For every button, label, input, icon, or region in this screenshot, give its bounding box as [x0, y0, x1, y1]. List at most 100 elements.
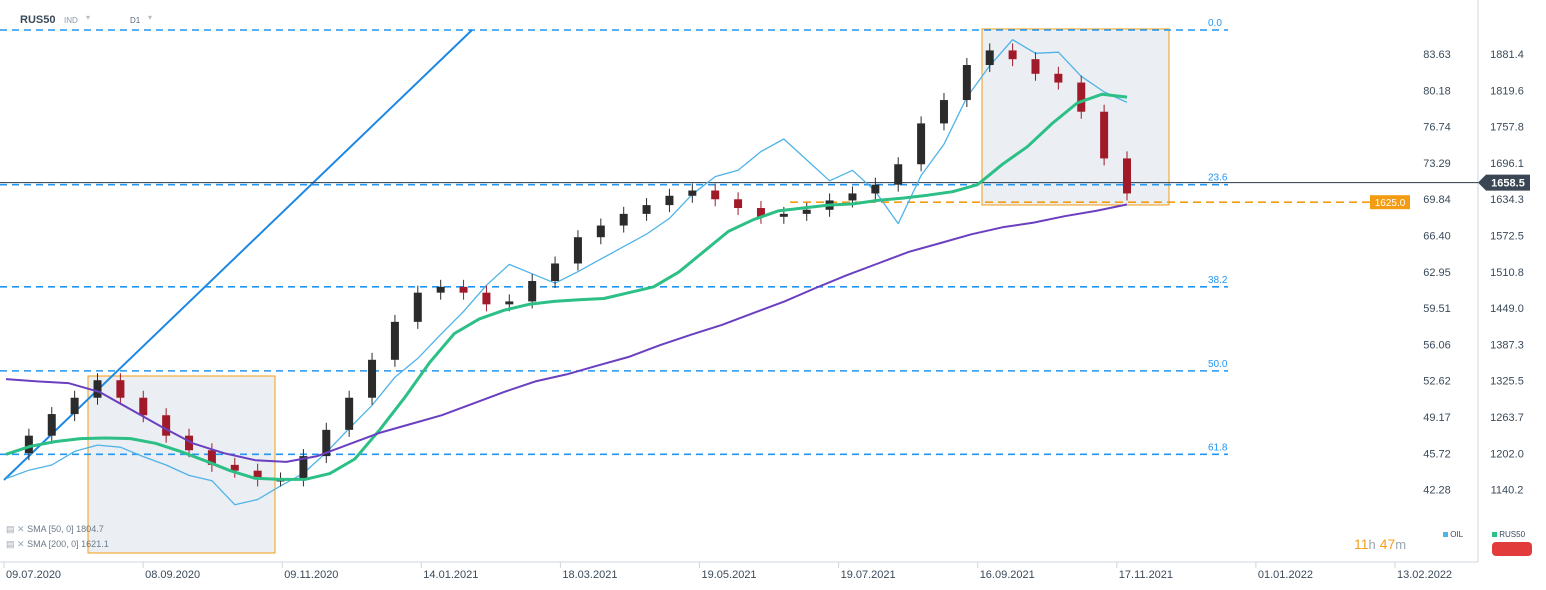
- candle-countdown: 11h 47m: [1354, 536, 1407, 552]
- candle: [802, 209, 811, 214]
- candle: [505, 301, 514, 305]
- candle: [917, 123, 926, 165]
- candle: [390, 321, 399, 360]
- support-price-box: [1370, 195, 1410, 210]
- fib-level-label: 0.0: [1208, 18, 1222, 29]
- x-axis-tick: 09.11.2020: [284, 569, 338, 581]
- candle: [139, 397, 148, 416]
- sma-200-line: [5, 203, 1128, 463]
- settings-icon[interactable]: ▤: [6, 524, 15, 534]
- fib-level-label: 50.0: [1208, 359, 1228, 370]
- left-axis-tick: 66.40: [1423, 231, 1451, 243]
- candle: [528, 280, 537, 302]
- left-axis-tick: 69.84: [1423, 194, 1451, 206]
- current-price-label: 1658.5: [1491, 178, 1525, 190]
- right-axis-tick: 1572.5: [1490, 231, 1524, 243]
- timeframe-dropdown-icon[interactable]: ▾: [148, 13, 153, 22]
- left-axis-tick: 42.28: [1423, 485, 1451, 497]
- current-price-box: [1478, 174, 1530, 191]
- candle: [573, 237, 582, 264]
- right-axis-tick: 1387.3: [1490, 339, 1524, 351]
- candle: [299, 456, 308, 480]
- fib-level-label: 23.6: [1208, 173, 1228, 184]
- x-axis-tick: 14.01.2021: [423, 569, 478, 581]
- candle: [482, 292, 491, 305]
- candle: [1031, 59, 1040, 74]
- sma-200-legend[interactable]: ▤ ✕ SMA [200, 0] 1621.1: [6, 539, 109, 549]
- x-axis-tick: 19.05.2021: [702, 569, 757, 581]
- right-axis-tick: 1449.0: [1490, 303, 1524, 315]
- x-axis-tick: 08.09.2020: [145, 569, 200, 581]
- fib-level-label: 61.8: [1208, 442, 1228, 453]
- candle: [756, 208, 765, 217]
- right-axis-tick: 1696.1: [1490, 158, 1524, 170]
- candle: [894, 164, 903, 185]
- symbol-label[interactable]: RUS50: [20, 14, 56, 26]
- right-axis-tick: 1202.0: [1490, 448, 1524, 460]
- candle: [596, 225, 605, 238]
- x-axis-tick: 18.03.2021: [562, 569, 617, 581]
- left-axis-tick: 73.29: [1423, 158, 1451, 170]
- x-axis-tick: 13.02.2022: [1397, 569, 1452, 581]
- left-axis-tick: 80.18: [1423, 85, 1451, 97]
- trade-button[interactable]: [1492, 542, 1532, 556]
- highlight-box: [87, 375, 276, 554]
- candle: [162, 415, 171, 436]
- candle: [688, 190, 697, 196]
- right-axis-tick: 1140.2: [1491, 485, 1524, 497]
- candle: [368, 359, 377, 398]
- right-axis-tick: 1510.8: [1490, 267, 1524, 279]
- candle: [962, 65, 971, 101]
- candle: [185, 435, 194, 451]
- left-axis-tick: 45.72: [1423, 448, 1451, 460]
- candle: [985, 50, 994, 66]
- instrument-type: IND: [64, 16, 78, 25]
- left-axis-tick: 76.74: [1423, 122, 1451, 134]
- oil-legend-key[interactable]: OIL: [1443, 530, 1463, 539]
- sma-50-line: [5, 92, 1128, 481]
- right-axis-tick: 1881.4: [1490, 49, 1524, 61]
- candle: [413, 292, 422, 322]
- x-axis-tick: 01.01.2022: [1258, 569, 1313, 581]
- candle: [1123, 158, 1131, 194]
- candle: [1008, 50, 1017, 60]
- right-axis-tick: 1263.7: [1490, 412, 1524, 424]
- support-price-label: 1625.0: [1375, 198, 1406, 209]
- candle: [779, 213, 788, 217]
- candle: [1054, 73, 1063, 83]
- candle: [734, 199, 743, 209]
- candle: [24, 435, 33, 454]
- sma-50-legend[interactable]: ▤ ✕ SMA [50, 0] 1804.7: [6, 524, 104, 534]
- candle: [665, 195, 674, 206]
- settings-icon[interactable]: ▤: [6, 539, 15, 549]
- left-axis-tick: 62.95: [1423, 267, 1451, 279]
- candle: [230, 464, 239, 471]
- candle: [1077, 82, 1086, 112]
- right-axis-tick: 1325.5: [1490, 376, 1524, 388]
- close-icon[interactable]: ✕: [17, 524, 25, 534]
- candle: [253, 470, 262, 480]
- candle: [1100, 111, 1109, 159]
- symbol-dropdown-icon[interactable]: ▾: [86, 13, 91, 22]
- rus50-legend-key[interactable]: RUS50: [1492, 530, 1525, 539]
- candle: [116, 380, 125, 398]
- candle: [70, 397, 79, 415]
- candle: [436, 286, 445, 293]
- left-axis-tick: 56.06: [1423, 339, 1451, 351]
- candle: [871, 184, 880, 194]
- left-axis-tick: 52.62: [1423, 376, 1451, 388]
- candle: [322, 429, 331, 457]
- close-icon[interactable]: ✕: [17, 539, 25, 549]
- trend-line: [3, 29, 473, 481]
- timeframe-label[interactable]: D1: [130, 16, 141, 25]
- fib-level-label: 38.2: [1208, 275, 1228, 286]
- left-axis-tick: 59.51: [1423, 303, 1451, 315]
- right-axis-tick: 1757.8: [1490, 122, 1524, 134]
- candle: [551, 263, 560, 281]
- candle: [459, 286, 468, 293]
- right-axis-tick: 1634.3: [1490, 194, 1524, 206]
- x-axis-tick: 17.11.2021: [1119, 569, 1173, 581]
- candle: [711, 190, 720, 200]
- right-axis-tick: 1819.6: [1490, 85, 1524, 97]
